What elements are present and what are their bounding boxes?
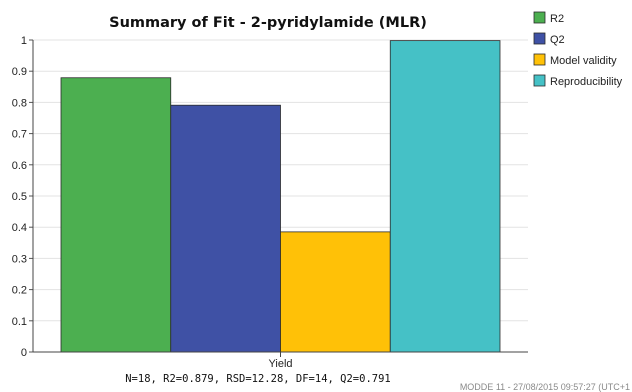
legend-swatch: [533, 74, 546, 87]
y-tick-label: 0.8: [12, 97, 27, 109]
y-tick-label: 0.7: [12, 129, 27, 141]
legend-label: Q2: [550, 34, 565, 46]
bar-q2: [170, 104, 281, 353]
y-tick-label: 0.1: [12, 316, 27, 328]
y-tick-label: 0.9: [12, 66, 27, 78]
y-tick-label: 0.2: [12, 285, 27, 297]
legend-swatch: [533, 53, 546, 66]
legend-label: Model validity: [550, 55, 617, 67]
fit-statistics: N=18, R2=0.879, RSD=12.28, DF=14, Q2=0.7…: [125, 373, 391, 385]
legend-swatch: [533, 11, 546, 24]
chart-title: Summary of Fit - 2-pyridylamide (MLR): [109, 15, 427, 31]
y-tick-label: 0.3: [12, 253, 27, 265]
y-tick-label: 0.4: [12, 222, 27, 234]
legend-label: R2: [550, 13, 564, 25]
software-footer: MODDE 11 - 27/08/2015 09:57:27 (UTC+1: [460, 382, 630, 392]
y-tick-label: 0: [21, 347, 27, 359]
chart-legend: R2 Q2 Model validity Reproducibility: [533, 11, 623, 88]
plot-area: 0 0.1 0.2 0.3 0.4 0.5 0.6 0.7 0.8 0.9 1: [12, 35, 528, 359]
bar-r2: [60, 77, 172, 353]
legend-label: Reproducibility: [550, 76, 623, 88]
bar-model-validity: [280, 231, 391, 353]
bar-reproducibility: [389, 40, 501, 353]
y-tick-label: 0.5: [12, 191, 27, 203]
y-tick-label: 0.6: [12, 160, 27, 172]
y-tick-label: 1: [21, 35, 27, 47]
legend-swatch: [533, 32, 546, 45]
x-category-label: Yield: [268, 358, 292, 370]
